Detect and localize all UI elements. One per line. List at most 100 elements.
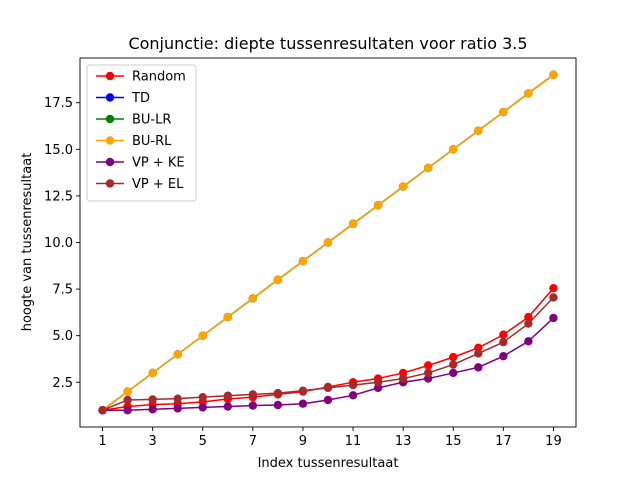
data-point bbox=[424, 368, 433, 378]
data-point bbox=[173, 404, 182, 413]
data-point bbox=[348, 391, 358, 400]
legend-marker bbox=[105, 157, 115, 167]
data-point bbox=[398, 182, 408, 191]
legend-marker bbox=[105, 136, 115, 145]
data-point bbox=[148, 368, 157, 378]
legend-label: Random bbox=[132, 70, 186, 85]
legend-label: VP + KE bbox=[132, 156, 185, 171]
legend-entry: BU-LR bbox=[96, 113, 171, 128]
data-point bbox=[449, 145, 458, 154]
y-tick-label: 5.0 bbox=[52, 329, 73, 344]
data-point bbox=[474, 126, 483, 135]
x-axis-label: Index tussenresultaat bbox=[258, 456, 399, 471]
data-point bbox=[148, 395, 157, 404]
y-tick-label: 15.0 bbox=[44, 143, 73, 158]
x-tick-label: 15 bbox=[445, 434, 462, 449]
series-4 bbox=[98, 313, 558, 415]
data-point bbox=[398, 374, 408, 383]
data-point bbox=[499, 330, 508, 339]
data-point bbox=[524, 89, 533, 98]
legend-label: TD bbox=[131, 91, 150, 106]
data-point bbox=[248, 390, 258, 399]
x-tick-label: 13 bbox=[395, 434, 412, 449]
data-point bbox=[373, 378, 383, 387]
y-tick-label: 7.5 bbox=[52, 283, 73, 298]
legend-label: BU-LR bbox=[132, 113, 171, 128]
y-tick-label: 17.5 bbox=[44, 96, 73, 111]
data-point bbox=[123, 395, 132, 405]
x-tick-label: 9 bbox=[299, 434, 307, 449]
chart-title: Conjunctie: diepte tussenresultaten voor… bbox=[128, 34, 527, 53]
data-point bbox=[424, 361, 433, 370]
data-point bbox=[248, 401, 258, 410]
legend-entry: VP + EL bbox=[96, 177, 184, 192]
data-point bbox=[549, 293, 558, 302]
data-point bbox=[198, 331, 207, 340]
y-tick-label: 12.5 bbox=[44, 189, 73, 204]
x-tick-label: 7 bbox=[249, 434, 257, 449]
data-point bbox=[348, 380, 358, 390]
data-point bbox=[273, 388, 283, 398]
data-point bbox=[198, 392, 207, 402]
data-point bbox=[273, 400, 283, 410]
data-point bbox=[123, 406, 132, 415]
data-point bbox=[98, 406, 107, 415]
data-point bbox=[524, 319, 533, 328]
series-5 bbox=[98, 293, 558, 415]
data-point bbox=[298, 386, 308, 395]
data-point bbox=[499, 338, 508, 347]
data-point bbox=[323, 238, 333, 247]
data-point bbox=[323, 383, 333, 393]
legend-marker bbox=[105, 114, 115, 124]
data-point bbox=[449, 360, 458, 369]
x-tick-label: 17 bbox=[495, 434, 512, 449]
data-point bbox=[273, 275, 283, 284]
data-point bbox=[373, 201, 383, 210]
plot-area bbox=[98, 70, 558, 415]
x-tick-label: 1 bbox=[98, 434, 106, 449]
data-point bbox=[323, 395, 333, 405]
legend-entry: VP + KE bbox=[96, 156, 185, 171]
legend-entry: BU-RL bbox=[96, 134, 172, 149]
data-point bbox=[524, 312, 533, 322]
legend-entry: TD bbox=[96, 91, 150, 106]
x-tick-label: 3 bbox=[149, 434, 157, 449]
legend-marker bbox=[105, 71, 115, 81]
data-point bbox=[173, 350, 182, 359]
legend-box bbox=[86, 64, 197, 202]
axes: 1 3 5 7 9 11 13 15 17 192.55.07.510.012.515.017.5 bbox=[44, 57, 577, 449]
data-point bbox=[248, 294, 258, 303]
data-point bbox=[499, 107, 508, 117]
legend-marker bbox=[105, 179, 115, 188]
x-tick-label: 11 bbox=[345, 434, 362, 449]
data-point bbox=[424, 163, 433, 173]
data-point bbox=[549, 283, 558, 293]
legend-label: VP + EL bbox=[132, 177, 184, 192]
data-point bbox=[474, 363, 483, 372]
legend: Random TD BU-LR BU-RL VP + KE VP + EL bbox=[86, 64, 197, 202]
data-point bbox=[499, 351, 508, 361]
data-point bbox=[549, 313, 558, 323]
data-point bbox=[148, 405, 157, 414]
data-point bbox=[198, 403, 207, 412]
legend-entry: Random bbox=[96, 70, 186, 85]
y-axis-label: hoogte van tussenresultaat bbox=[20, 153, 35, 332]
x-tick-label: 5 bbox=[199, 434, 207, 449]
data-point bbox=[298, 256, 308, 266]
data-point bbox=[449, 368, 458, 378]
legend-marker bbox=[105, 93, 115, 102]
data-point bbox=[549, 70, 558, 79]
data-point bbox=[123, 387, 132, 396]
data-point bbox=[524, 337, 533, 346]
data-point bbox=[223, 391, 232, 400]
y-tick-label: 10.0 bbox=[44, 236, 73, 251]
data-point bbox=[173, 394, 182, 403]
data-point bbox=[223, 402, 232, 411]
data-point bbox=[298, 399, 308, 408]
legend-label: BU-RL bbox=[132, 134, 172, 149]
data-point bbox=[449, 352, 458, 362]
y-tick-label: 2.5 bbox=[52, 376, 73, 391]
data-point bbox=[474, 349, 483, 358]
data-point bbox=[223, 312, 232, 322]
